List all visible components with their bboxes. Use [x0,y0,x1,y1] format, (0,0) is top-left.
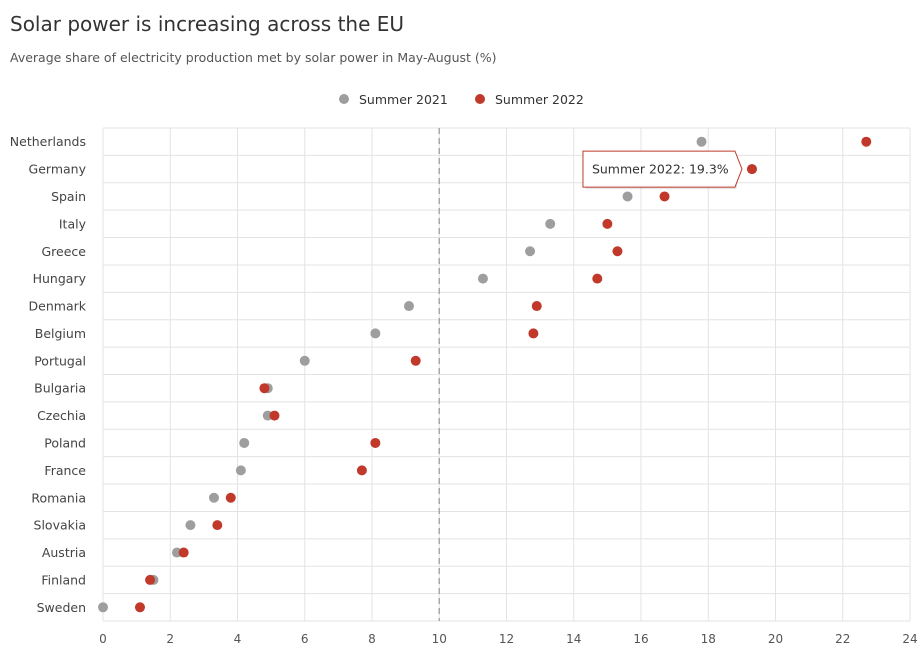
category-label: Sweden [37,600,86,615]
dot-summer-2022[interactable] [528,328,539,339]
dot-summer-2022[interactable] [410,355,421,366]
x-tick-label: 4 [234,632,242,646]
category-label: Slovakia [34,518,86,533]
tooltip-text: Summer 2022: 19.3% [592,162,729,177]
grid [102,127,911,622]
category-label: Germany [29,162,87,177]
dot-summer-2022[interactable] [531,301,542,312]
dot-summer-2022[interactable] [612,246,623,257]
category-label: Netherlands [10,134,86,149]
dot-summer-2021[interactable] [185,520,196,531]
x-tick-label: 24 [902,632,917,646]
x-axis-ticks: 0 2 4 6 8 10 12 14 16 18 20 22 24 [99,632,917,646]
category-label: Belgium [35,326,86,341]
category-label: Austria [42,545,86,560]
x-tick-label: 14 [566,632,581,646]
legend-marker [475,94,485,104]
dot-summer-2022[interactable] [370,437,381,448]
category-labels: Netherlands Germany Spain Italy Greece Hungar… [10,134,87,615]
dot-summer-2022[interactable] [269,410,280,421]
dot-summer-2021[interactable] [477,273,488,284]
x-tick-label: 8 [368,632,376,646]
dot-summer-2021[interactable] [622,191,633,202]
dot-summer-2021[interactable] [239,437,250,448]
dot-summer-2022[interactable] [212,520,223,531]
chart-title: Solar power is increasing across the EU [10,12,405,36]
x-tick-label: 0 [99,632,107,646]
tooltip: Summer 2022: 19.3% [582,150,743,190]
dot-summer-2021[interactable] [545,218,556,229]
dot-summer-2021[interactable] [208,492,219,503]
dot-summer-2022[interactable] [861,136,872,147]
dot-summer-2022[interactable] [602,218,613,229]
x-tick-label: 12 [499,632,514,646]
x-tick-label: 20 [768,632,783,646]
dot-summer-2022[interactable] [145,574,156,585]
category-label: Poland [44,435,86,450]
tooltip-box [582,150,743,188]
dot-summer-2022[interactable] [225,492,236,503]
legend-label: Summer 2021 [359,92,448,107]
x-tick-label: 10 [432,632,447,646]
dot-summer-2022[interactable] [259,383,270,394]
legend: Summer 2021 Summer 2022 [339,92,584,107]
dot-summer-2021[interactable] [370,328,381,339]
category-label: France [44,463,86,478]
legend-label: Summer 2022 [495,92,584,107]
dot-summer-2021[interactable] [299,355,310,366]
legend-item[interactable]: Summer 2021 [339,92,448,107]
dot-summer-2022[interactable] [659,191,670,202]
data-points[interactable] [98,136,872,613]
dot-summer-2021[interactable] [525,246,536,257]
dot-summer-2021[interactable] [403,301,414,312]
category-label: Finland [41,572,86,587]
x-tick-label: 16 [633,632,648,646]
dot-summer-2021[interactable] [696,136,707,147]
category-label: Portugal [34,353,86,368]
x-tick-label: 18 [701,632,716,646]
dot-summer-2021[interactable] [98,602,108,613]
category-label: Hungary [33,271,87,286]
dot-summer-2022[interactable] [134,602,145,613]
category-label: Czechia [37,408,86,423]
category-label: Bulgaria [34,381,86,396]
dot-summer-2022[interactable] [746,164,757,175]
dot-summer-2022[interactable] [178,547,189,558]
legend-marker [339,94,349,104]
x-tick-label: 6 [301,632,309,646]
category-label: Italy [59,216,87,231]
dot-summer-2022[interactable] [592,273,603,284]
dot-summer-2022[interactable] [356,465,367,476]
x-tick-label: 2 [166,632,174,646]
chart-subtitle: Average share of electricity production … [10,50,497,65]
category-label: Denmark [29,299,87,314]
dot-summer-2021[interactable] [235,465,246,476]
legend-item[interactable]: Summer 2022 [475,92,584,107]
x-tick-label: 22 [835,632,850,646]
category-label: Romania [31,490,86,505]
category-label: Spain [51,189,86,204]
category-label: Greece [42,244,87,259]
